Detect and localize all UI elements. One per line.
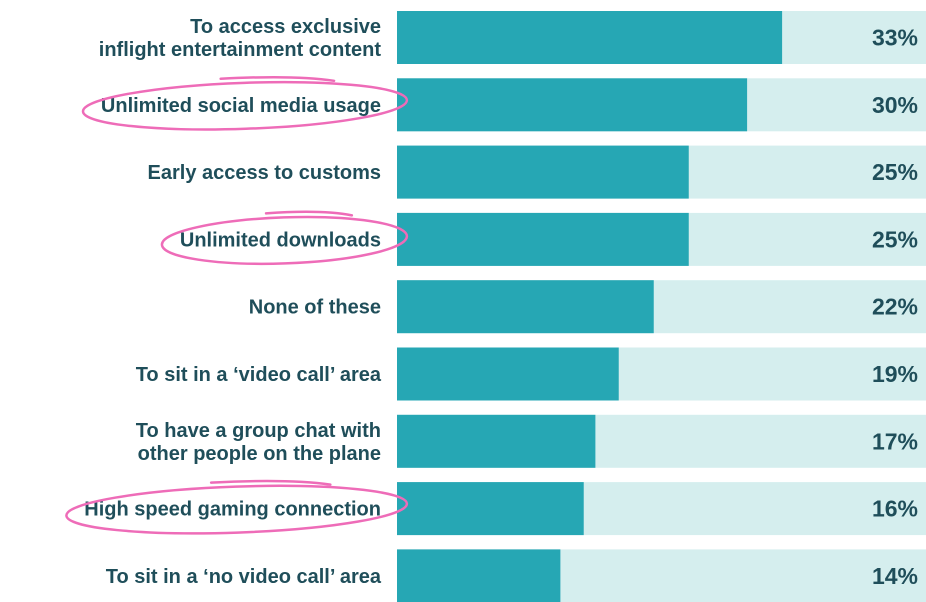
value-label: 30% (872, 92, 918, 118)
highlight-ellipse (160, 215, 409, 266)
value-label: 33% (872, 25, 918, 51)
value-label: 22% (872, 294, 918, 320)
category-label-line: To sit in a ‘no video call’ area (106, 566, 382, 588)
value-label: 25% (872, 159, 918, 185)
category-label-line: None of these (249, 297, 381, 319)
bar (397, 347, 619, 401)
bar (397, 549, 561, 602)
annotations (65, 75, 409, 535)
bar (397, 145, 689, 199)
bar (397, 280, 654, 334)
value-label: 25% (872, 226, 918, 252)
bar (397, 482, 584, 536)
category-label: High speed gaming connection (84, 499, 381, 521)
category-label: Early access to customs (148, 162, 381, 184)
category-label: To sit in a ‘no video call’ area (106, 566, 382, 588)
category-label-line: inflight entertainment content (99, 39, 382, 61)
category-label-line: Unlimited social media usage (101, 95, 381, 117)
category-label-line: To access exclusive (190, 16, 381, 38)
category-label-line: Early access to customs (148, 162, 381, 184)
value-labels: 33% 30% 25% 25% 22% 19% 17% 16% 14% (872, 25, 918, 589)
category-label: To have a group chat with other people on… (136, 420, 381, 465)
category-label: To sit in a ‘video call’ area (136, 364, 382, 386)
bar (397, 414, 596, 468)
highlight-ellipse (81, 80, 409, 131)
bar (397, 78, 748, 132)
category-label: Unlimited social media usage (101, 95, 381, 117)
category-label: To access exclusive inflight entertainmen… (99, 16, 382, 61)
highlight-stroke (264, 210, 354, 217)
bar (397, 212, 689, 266)
highlight-stroke (209, 479, 332, 486)
bar (397, 11, 783, 64)
bars (397, 11, 783, 602)
category-label-line: High speed gaming connection (84, 499, 381, 521)
category-label-line: To sit in a ‘video call’ area (136, 364, 382, 386)
category-label: Unlimited downloads (180, 229, 381, 251)
value-label: 17% (872, 428, 918, 454)
category-label-line: Unlimited downloads (180, 229, 381, 251)
value-label: 14% (872, 563, 918, 589)
highlight-stroke (219, 75, 336, 83)
highlight-ellipse (65, 484, 409, 535)
category-label-line: To have a group chat with (136, 420, 381, 442)
category-label-line: other people on the plane (138, 443, 381, 465)
value-label: 19% (872, 361, 918, 387)
value-label: 16% (872, 496, 918, 522)
category-label: None of these (249, 297, 381, 319)
category-labels: To access exclusive inflight entertainmen… (84, 16, 382, 588)
